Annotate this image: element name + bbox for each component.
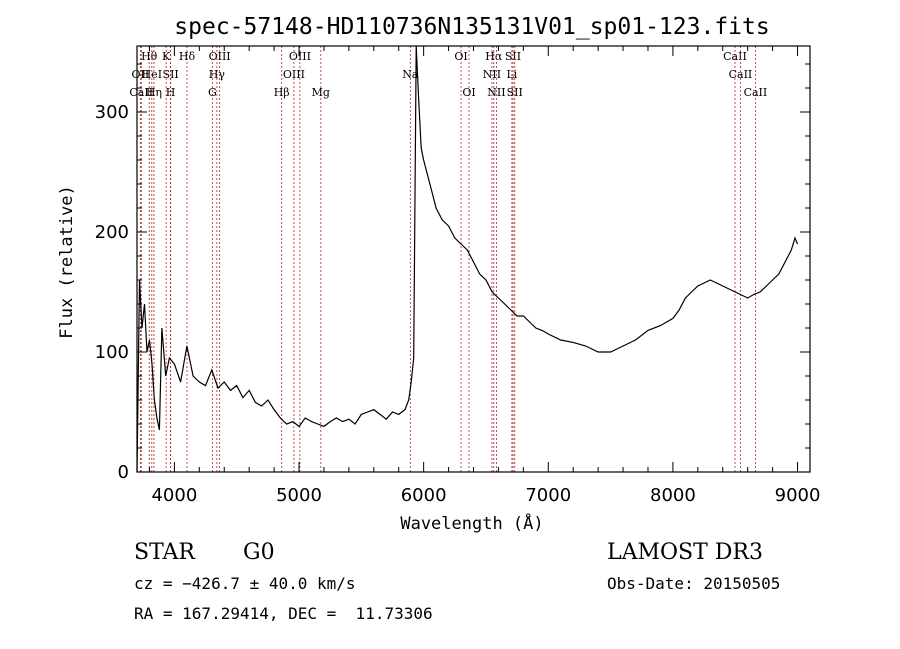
y-tick-label-100: 100	[95, 342, 129, 363]
line-marker-label-23: Li	[506, 68, 517, 81]
line-marker-label-24: SII	[507, 86, 523, 99]
x-tick-label-5000: 5000	[276, 485, 322, 506]
line-marker-label-15: Mg	[312, 86, 330, 99]
spectral-line-markers: Hθ OII CaII HeI Hη K SII H Hδ OIII Hγ G Hβ OIII OIII Mg…	[129, 46, 767, 472]
line-marker-label-3: HeI	[142, 68, 162, 81]
line-marker-label-8: Hδ	[179, 50, 196, 63]
x-axis: 4000 5000 6000 7000 8000 9000	[148, 46, 821, 506]
y-axis: 0 100 200 300	[95, 63, 810, 483]
x-axis-label: Wavelength (Å)	[400, 512, 543, 534]
object-type: STAR	[134, 540, 195, 565]
y-tick-label-0: 0	[118, 462, 129, 483]
line-marker-label-2: CaII	[129, 86, 153, 99]
line-marker-label-21: NII	[487, 86, 505, 99]
line-marker-label-1: OII	[132, 68, 150, 81]
x-tick-label-4000: 4000	[151, 485, 197, 506]
line-marker-label-20: NII	[483, 68, 501, 81]
object-subclass: G0	[243, 540, 275, 565]
line-marker-label-27: CaII	[744, 86, 768, 99]
line-marker-label-7: H	[166, 86, 176, 99]
line-marker-label-22: SII	[505, 50, 521, 63]
line-marker-label-13: OIII	[289, 50, 311, 63]
x-tick-label-8000: 8000	[650, 485, 696, 506]
x-tick-label-6000: 6000	[401, 485, 447, 506]
plot-frame	[136, 45, 811, 473]
x-tick-label-7000: 7000	[525, 485, 571, 506]
line-marker-label-14: OIII	[283, 68, 305, 81]
line-marker-label-16: Na	[402, 68, 419, 81]
survey-name: LAMOST DR3	[607, 540, 763, 565]
line-marker-label-12: Hβ	[274, 86, 290, 99]
x-tick-label-9000: 9000	[775, 485, 821, 506]
y-tick-label-300: 300	[95, 102, 129, 123]
y-tick-label-200: 200	[95, 222, 129, 243]
line-marker-label-5: K	[162, 50, 171, 63]
line-marker-label-26: CaII	[729, 68, 753, 81]
spectrum-line	[136, 45, 799, 473]
line-marker-label-4: Hη	[146, 86, 162, 99]
coordinates: RA = 167.29414, DEC = 11.73306	[134, 604, 433, 623]
redshift-cz: cz = −426.7 ± 40.0 km/s	[134, 574, 356, 593]
line-marker-label-17: OI	[454, 50, 467, 63]
line-marker-label-10: Hγ	[209, 68, 226, 81]
line-marker-label-0: Hθ	[141, 50, 158, 63]
line-marker-label-11: G	[208, 86, 217, 99]
line-marker-label-9: OIII	[209, 50, 231, 63]
line-marker-label-25: CaII	[723, 50, 747, 63]
observation-date: Obs-Date: 20150505	[607, 574, 781, 593]
line-marker-label-19: Hα	[485, 50, 503, 63]
chart-title: spec-57148-HD110736N135131V01_sp01-123.f…	[174, 14, 769, 40]
y-axis-label: Flux (relative)	[57, 185, 77, 339]
line-marker-label-18: OI	[462, 86, 475, 99]
